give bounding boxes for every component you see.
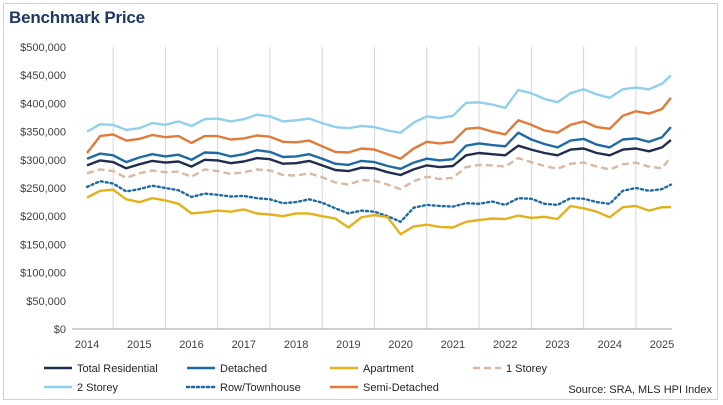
series-line-1-storey <box>86 156 672 191</box>
y-tick-label: $50,000 <box>26 296 66 308</box>
series-line-semi-detached <box>86 97 672 160</box>
x-tick-label: 2025 <box>650 339 674 351</box>
x-tick-label: 2020 <box>388 339 412 351</box>
legend-label: Detached <box>220 363 267 375</box>
legend-label: 2 Storey <box>77 382 118 394</box>
y-tick-label: $300,000 <box>20 155 66 167</box>
legend-label: Apartment <box>363 363 414 375</box>
y-tick-label: $350,000 <box>20 127 66 139</box>
x-tick-label: 2022 <box>493 339 517 351</box>
series-line-detached <box>86 126 672 171</box>
legend-label: Total Residential <box>77 363 158 375</box>
legend: Total Residential Detached Apartment 1 Stor… <box>44 363 547 394</box>
series-line-row-townhouse <box>85 179 673 224</box>
source-note: Source: SRA, MLS HPI Index <box>568 384 712 396</box>
y-axis-ticks: $0 $50,000 $100,000 $150,000 $200,000 $250,00… <box>20 42 66 336</box>
series-line-2-storey <box>86 74 672 134</box>
x-tick-label: 2018 <box>284 339 308 351</box>
x-tick-label: 2023 <box>545 339 569 351</box>
y-tick-label: $400,000 <box>20 98 66 110</box>
x-axis-ticks: 2014 2015 2016 2017 2018 2019 2020 2021 2022 2023… <box>75 339 674 351</box>
series-lines <box>85 74 673 236</box>
y-tick-label: $150,000 <box>20 239 66 251</box>
x-tick-label: 2019 <box>336 339 360 351</box>
x-tick-label: 2014 <box>75 339 99 351</box>
legend-label: Semi-Detached <box>363 382 439 394</box>
x-tick-label: 2024 <box>597 339 621 351</box>
series-line-total-residential <box>86 139 672 177</box>
legend-label: Row/Townhouse <box>220 382 301 394</box>
y-tick-label: $100,000 <box>20 268 66 280</box>
legend-label: 1 Storey <box>506 363 547 375</box>
y-tick-label: $200,000 <box>20 211 66 223</box>
x-tick-label: 2021 <box>441 339 465 351</box>
x-tick-label: 2015 <box>127 339 151 351</box>
y-tick-label: $500,000 <box>20 42 66 54</box>
series-line-apartment <box>86 188 671 236</box>
chart-title: Benchmark Price <box>9 8 145 27</box>
x-tick-label: 2017 <box>232 339 256 351</box>
x-tick-label: 2016 <box>179 339 203 351</box>
y-tick-label: $250,000 <box>20 183 66 195</box>
y-tick-label: $450,000 <box>20 70 66 82</box>
y-tick-label: $0 <box>54 324 66 336</box>
